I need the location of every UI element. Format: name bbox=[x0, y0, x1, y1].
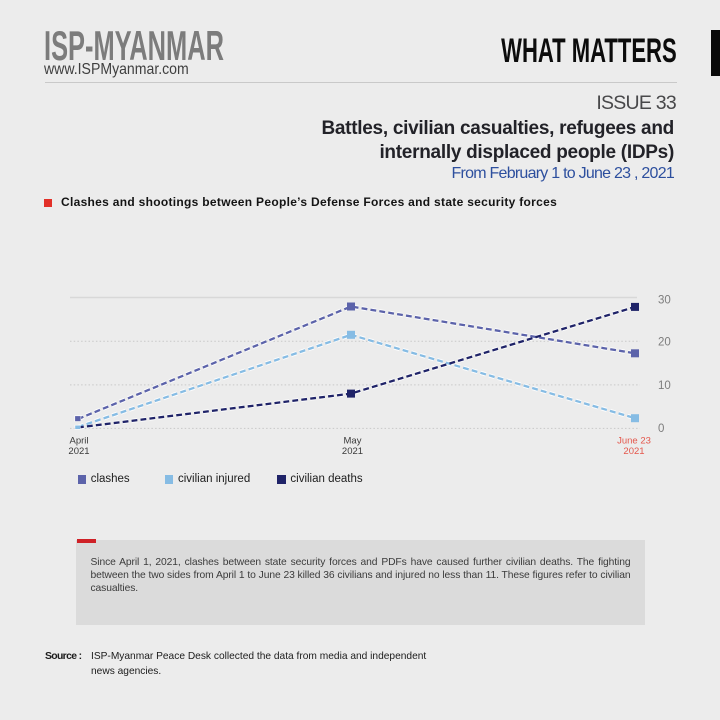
svg-text:0: 0 bbox=[658, 423, 664, 435]
svg-text:2021: 2021 bbox=[342, 446, 363, 457]
svg-text:20: 20 bbox=[658, 336, 671, 348]
svg-text:June 23: June 23 bbox=[617, 436, 651, 447]
svg-text:2021: 2021 bbox=[68, 446, 89, 457]
svg-text:April: April bbox=[69, 436, 88, 447]
svg-text:2021: 2021 bbox=[623, 446, 644, 457]
svg-text:10: 10 bbox=[658, 380, 671, 392]
svg-text:May: May bbox=[344, 436, 362, 447]
svg-text:30: 30 bbox=[658, 295, 671, 307]
